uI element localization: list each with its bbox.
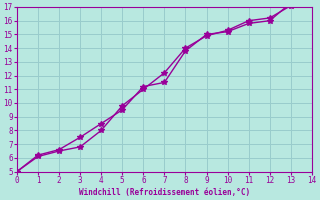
X-axis label: Windchill (Refroidissement éolien,°C): Windchill (Refroidissement éolien,°C) xyxy=(79,188,250,197)
